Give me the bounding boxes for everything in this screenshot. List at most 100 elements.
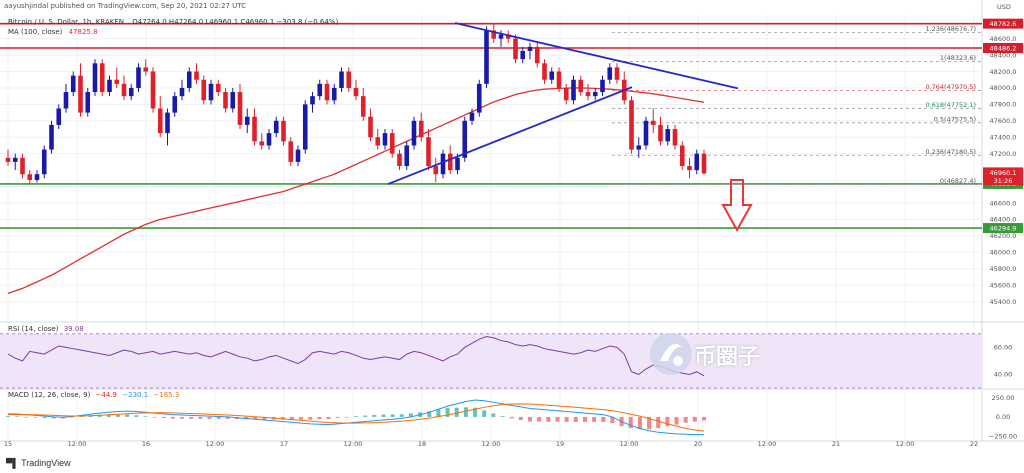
time-tick-label: 15 (4, 440, 12, 448)
candle-body (665, 129, 671, 142)
macd-hist-bar (518, 416, 523, 420)
macd-hist-bar (280, 416, 285, 420)
macd-hist-bar (482, 410, 487, 417)
candle-body (679, 145, 685, 166)
candle-body (592, 92, 598, 97)
time-tick-label: 17 (280, 440, 288, 448)
symbol-label: Bitcoin / U. S. Dollar, 1h, KRAKEN (8, 18, 125, 26)
candle-body (469, 112, 475, 121)
currency-label: USD (997, 3, 1011, 11)
macd-hist-bar (573, 416, 578, 422)
candle-body (150, 71, 156, 109)
time-tick-label: 12:00 (68, 440, 87, 448)
countdown-label: 31:26 (994, 177, 1013, 185)
macd-hist-value: −44.9 (95, 391, 118, 399)
price-tick-label: 46600.0 (990, 199, 1017, 207)
rsi-band (0, 333, 982, 388)
candle-body (462, 120, 468, 158)
candle-body (215, 83, 221, 93)
candle-body (201, 79, 207, 101)
price-tick-label: 45400.0 (990, 298, 1017, 306)
candle-body (426, 137, 431, 166)
price-tick-label: 48200.0 (990, 68, 1017, 76)
time-tick-label: 18 (418, 440, 426, 448)
candle-body (346, 71, 352, 88)
candle-body (20, 157, 25, 175)
macd-hist-bar (628, 416, 633, 429)
time-tick-label: 19 (556, 440, 564, 448)
macd-hist-bar (289, 416, 294, 420)
time-tick-label: 12:00 (206, 440, 225, 448)
macd-hist-bar (198, 416, 203, 419)
macd-hist-bar (354, 416, 358, 417)
candle-body (389, 133, 395, 154)
macd-hist-bar (509, 416, 514, 419)
candle-body (331, 87, 337, 101)
rsi-legend: RSI (14, close) 39.08 (8, 325, 84, 333)
candle-body (491, 30, 497, 39)
macd-tick-label: −250.00 (989, 432, 1017, 440)
candle-body (600, 79, 605, 93)
macd-hist-bar (299, 416, 304, 420)
fib-level-label: 0.5(47575.5) (934, 115, 976, 123)
candle-body (56, 108, 62, 125)
candle-body (672, 129, 678, 146)
candle-body (27, 174, 33, 180)
candle-body (172, 96, 178, 113)
macd-hist-bar (674, 416, 679, 425)
macd-hist-bar (528, 416, 532, 422)
candle-body (288, 141, 294, 162)
macd-hist-bar (161, 416, 166, 419)
macd-hist-bar (665, 416, 670, 427)
candle-body (368, 116, 373, 138)
candle-body (41, 149, 47, 175)
macd-signal-line (8, 403, 705, 432)
candle-body (208, 83, 214, 101)
time-tick-label: 21 (832, 440, 840, 448)
symbol-ohlc-line: Bitcoin / U. S. Dollar, 1h, KRAKEN O4726… (8, 18, 338, 26)
macd-hist-bar (427, 411, 432, 417)
candle-body (658, 124, 663, 142)
macd-line (7, 399, 704, 436)
candle-body (636, 145, 642, 150)
candle-body (259, 141, 265, 146)
candle-body (12, 157, 18, 162)
macd-hist-bar (134, 415, 139, 417)
watermark-logo (648, 331, 694, 382)
candle-body (114, 79, 120, 84)
fib-retracement: 1.236(48676.7) 1(48323.6) 0.764(47970.5) 0.… (612, 25, 982, 185)
fib-level-label: 1(48323.6) (940, 54, 976, 62)
macd-hist-bar (326, 416, 331, 420)
candle-body (165, 112, 170, 134)
macd-title: MACD (12, 26, close, 9) (8, 391, 91, 399)
candle-body (92, 63, 98, 93)
candle-body (85, 92, 91, 113)
candle-body (571, 79, 576, 101)
time-tick-label: 22 (970, 440, 978, 448)
candle-body (99, 63, 105, 93)
publisher-line: aayushjindal published on TradingView.co… (4, 2, 247, 10)
macd-hist-bar (500, 416, 505, 417)
macd-hist-bar (225, 416, 230, 419)
macd-hist-bar (601, 416, 606, 422)
price-tick-label: 46400.0 (990, 216, 1017, 224)
macd-hist-bar (170, 416, 175, 419)
level-price-tag (983, 223, 1023, 234)
candle-body (629, 100, 634, 150)
tradingview-brand: ▀▌ TradingView (6, 458, 71, 468)
macd-hist-bar (143, 416, 148, 417)
level-price-tag (983, 18, 1023, 29)
price-tick-label: 45600.0 (990, 281, 1017, 289)
price-tick-label: 48600.0 (990, 35, 1017, 43)
price-tick-label: 46200.0 (990, 232, 1017, 240)
price-tick-label: 48000.0 (990, 84, 1017, 92)
price-tick-label: 47600.0 (990, 117, 1017, 125)
last-price-label: 46960.1 (990, 169, 1017, 177)
macd-hist-bar (436, 409, 441, 417)
candle-body (549, 71, 555, 80)
macd-hist-bar (207, 416, 212, 419)
price-tick-label: 46000.0 (990, 249, 1017, 257)
down-arrow-icon (721, 179, 753, 233)
candle-body (136, 67, 141, 88)
